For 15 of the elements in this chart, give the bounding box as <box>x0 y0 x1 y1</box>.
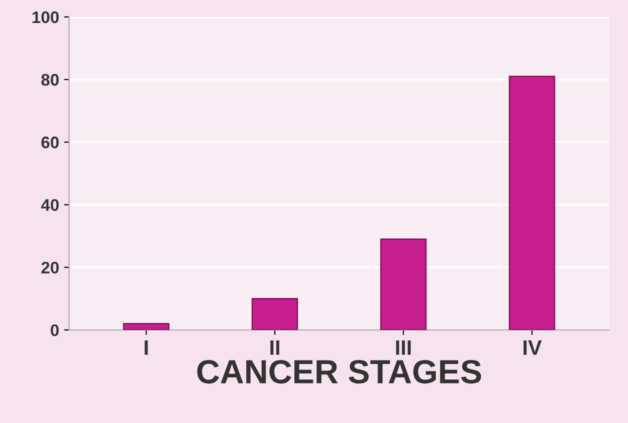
y-tick-label: 80 <box>41 74 59 86</box>
x-tick-label: III <box>396 340 411 355</box>
bar <box>380 238 427 330</box>
x-tick-label: II <box>270 340 280 355</box>
y-tick-label: 60 <box>41 136 59 148</box>
x-axis-title: CANCER STAGES <box>197 360 482 384</box>
y-tick-label: 20 <box>41 262 59 274</box>
bar <box>508 76 556 330</box>
bar <box>252 298 298 330</box>
x-tick-label: IV <box>524 340 542 355</box>
x-tick-label: I <box>144 340 148 355</box>
y-tick-label: 40 <box>41 199 59 211</box>
y-tick-label: 100 <box>32 11 59 24</box>
y-tick-label: 0 <box>50 324 59 336</box>
bar <box>123 322 170 330</box>
